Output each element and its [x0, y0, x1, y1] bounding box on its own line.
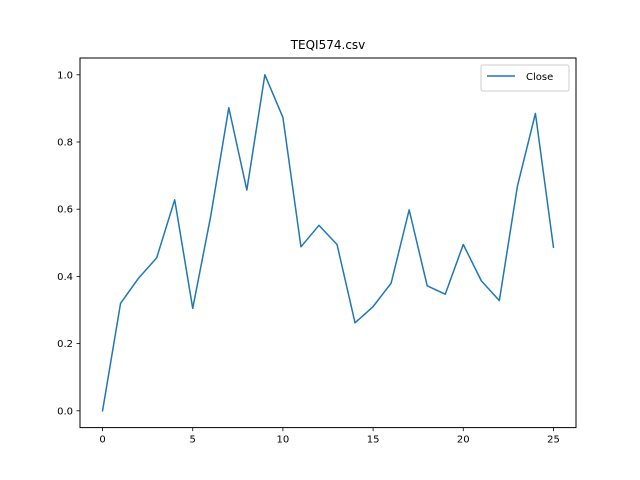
- series-line-close: [101, 74, 555, 412]
- plot-area-frame: [79, 57, 577, 429]
- x-tick-label: 5: [190, 435, 196, 446]
- legend-label-close: Close: [526, 72, 553, 83]
- x-axis-ticks: 0 5 10 15 20 25: [99, 427, 560, 446]
- y-tick-label: 0.2: [57, 339, 73, 350]
- y-tick-label: 1.0: [57, 70, 73, 81]
- x-tick-label: 20: [457, 435, 470, 446]
- y-tick-label: 0.0: [57, 406, 73, 417]
- legend: Close: [480, 64, 570, 92]
- chart-title: TEQI574.csv: [290, 38, 366, 52]
- x-tick-label: 15: [367, 435, 380, 446]
- y-tick-label: 0.8: [57, 138, 73, 149]
- series-layer: [101, 74, 555, 412]
- x-tick-label: 10: [277, 435, 290, 446]
- y-axis-ticks: 0.0 0.2 0.4 0.6 0.8 1.0: [57, 70, 80, 417]
- x-tick-label: 25: [547, 435, 560, 446]
- legend-box: [480, 64, 570, 92]
- y-tick-label: 0.4: [57, 272, 73, 283]
- x-tick-label: 0: [99, 435, 105, 446]
- y-tick-label: 0.6: [57, 205, 73, 216]
